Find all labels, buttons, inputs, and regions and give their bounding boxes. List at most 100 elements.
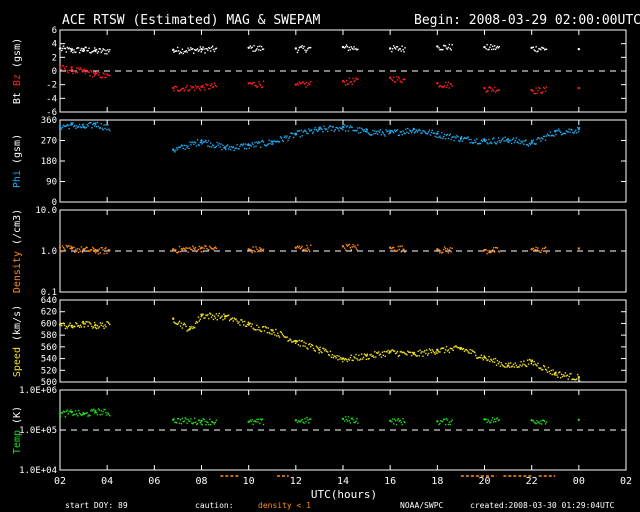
data-dot — [320, 127, 322, 129]
data-dot — [67, 325, 69, 328]
data-dot — [304, 49, 306, 51]
data-dot — [107, 49, 109, 51]
data-dot — [69, 69, 71, 72]
data-dot — [85, 321, 87, 323]
data-dot — [435, 133, 437, 135]
data-dot — [91, 127, 93, 129]
y-tick-label: -4 — [46, 94, 57, 104]
data-dot — [84, 412, 86, 415]
data-dot — [206, 247, 208, 250]
data-dot — [77, 251, 80, 254]
data-dot — [104, 409, 106, 411]
data-dot — [545, 135, 548, 137]
data-dot — [401, 81, 403, 84]
data-dot — [293, 133, 296, 135]
data-dot — [442, 86, 445, 88]
data-dot — [394, 81, 397, 83]
data-dot — [420, 132, 422, 134]
data-dot — [65, 244, 68, 247]
data-dot — [208, 249, 210, 251]
data-dot — [98, 326, 101, 328]
data-dot — [537, 247, 539, 249]
data-dot — [296, 51, 299, 54]
data-dot — [392, 246, 395, 249]
data-point — [436, 420, 439, 423]
data-dot — [352, 418, 354, 421]
data-dot — [240, 319, 242, 321]
data-dot — [73, 70, 75, 72]
data-dot — [444, 349, 447, 351]
data-dot — [178, 90, 181, 92]
data-dot — [576, 126, 579, 129]
data-dot — [68, 47, 70, 49]
data-dot — [543, 135, 546, 138]
data-dot — [98, 127, 101, 129]
data-dot — [328, 354, 331, 356]
data-dot — [67, 47, 69, 50]
data-point — [82, 248, 85, 251]
data-dot — [408, 351, 410, 353]
data-dot — [189, 420, 191, 422]
data-dot — [215, 145, 218, 148]
data-dot — [203, 48, 205, 50]
data-dot — [77, 409, 80, 412]
data-dot — [347, 130, 350, 132]
data-dot — [539, 48, 541, 50]
data-dot — [361, 358, 364, 360]
data-dot — [571, 129, 573, 131]
data-dot — [250, 420, 252, 423]
data-dot — [414, 354, 417, 356]
data-dot — [450, 250, 452, 253]
data-dot — [187, 251, 189, 253]
data-point — [388, 76, 392, 80]
data-dot — [415, 355, 418, 357]
data-dot — [305, 421, 307, 423]
data-dot — [212, 48, 215, 51]
data-dot — [286, 135, 288, 137]
data-dot — [235, 147, 237, 149]
data-dot — [76, 47, 79, 49]
data-dot — [270, 329, 272, 331]
data-dot — [177, 50, 180, 52]
data-dot — [193, 86, 195, 89]
data-dot — [297, 130, 300, 132]
data-dot — [317, 129, 319, 132]
data-dot — [174, 50, 176, 52]
y-tick-label: 620 — [41, 308, 57, 318]
data-dot — [256, 248, 258, 250]
data-dot — [101, 76, 103, 79]
data-dot — [440, 420, 442, 422]
data-dot — [508, 362, 510, 365]
data-dot — [86, 246, 88, 249]
data-dot — [259, 84, 262, 87]
data-dot — [81, 70, 84, 73]
data-point — [483, 248, 486, 252]
data-dot — [73, 325, 75, 328]
data-dot — [204, 317, 206, 319]
data-dot — [543, 49, 546, 51]
data-dot — [503, 140, 505, 142]
data-dot — [181, 417, 184, 420]
data-dot — [208, 423, 210, 426]
data-dot — [262, 141, 265, 143]
data-dot — [332, 356, 335, 359]
data-dot — [184, 148, 186, 150]
data-dot — [93, 74, 96, 77]
data-dot — [98, 409, 101, 411]
data-dot — [302, 421, 304, 423]
data-dot — [451, 348, 453, 350]
data-dot — [259, 247, 261, 249]
data-dot — [108, 51, 110, 53]
data-dot — [391, 421, 393, 423]
data-dot — [181, 48, 184, 50]
data-dot — [491, 359, 493, 361]
data-dot — [65, 125, 68, 127]
data-dot — [209, 313, 212, 315]
data-dot — [306, 132, 308, 135]
data-dot — [546, 371, 549, 373]
data-dot — [97, 408, 100, 410]
data-dot — [435, 351, 437, 353]
data-dot — [259, 49, 262, 52]
data-dot — [392, 418, 394, 420]
data-dot — [480, 139, 483, 142]
